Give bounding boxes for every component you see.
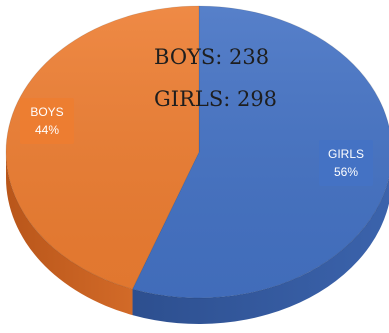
boys-label-percent: 44%	[35, 123, 59, 137]
girls-label-box	[319, 140, 373, 186]
pie-side-boys	[6, 152, 133, 316]
girls-label-name: GIRLS	[328, 147, 364, 161]
girls-label-percent: 56%	[334, 165, 358, 179]
pie-top-gloss	[6, 6, 389, 298]
boys-count-annotation: BOYS: 238	[154, 45, 269, 69]
pie-side-girls	[132, 177, 389, 325]
boys-label-name: BOYS	[30, 105, 63, 119]
pie-top-layer	[5, 5, 389, 299]
boys-label-box	[20, 98, 74, 144]
pie-side-layer	[6, 152, 389, 325]
girls-count-annotation: GIRLS: 298	[154, 87, 277, 111]
